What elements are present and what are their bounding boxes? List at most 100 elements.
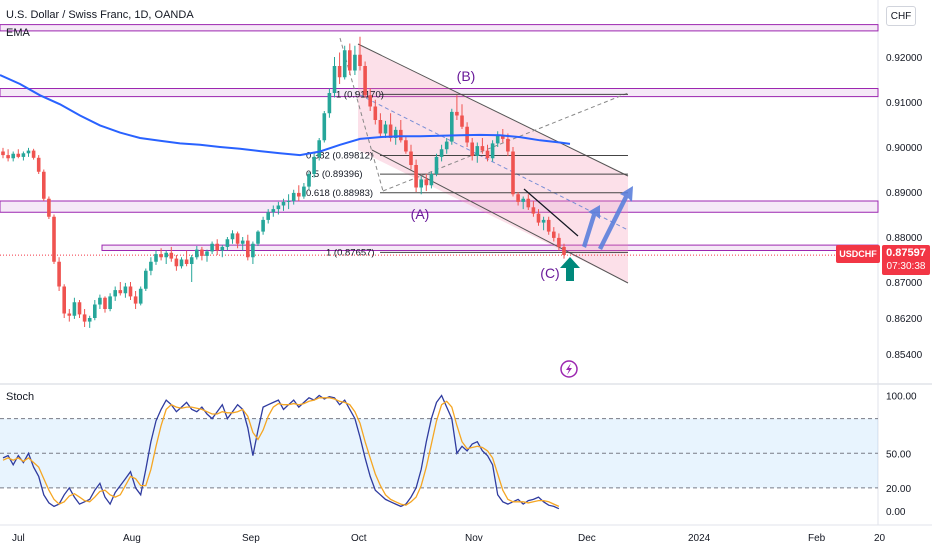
fib-level-label: 0.382 (0.89812) <box>306 150 373 161</box>
fib-level-label: 0.5 (0.89396) <box>306 169 363 180</box>
currency-unit-tag[interactable]: CHF <box>886 6 916 26</box>
candle-body <box>353 54 357 71</box>
candle-body <box>240 240 245 244</box>
price-axis-tick: 0.91000 <box>886 98 923 109</box>
candle-body <box>189 257 194 264</box>
candle-body <box>450 111 454 142</box>
time-axis-tick: Dec <box>578 533 596 544</box>
candle-body <box>16 153 21 157</box>
candle-body <box>495 135 500 144</box>
channel-upper-line <box>357 43 629 177</box>
candle-body <box>225 239 230 247</box>
candle-body <box>103 297 107 309</box>
candle-body <box>414 165 418 188</box>
candle-body <box>521 198 525 202</box>
candle-body <box>72 302 77 316</box>
candle-body <box>77 302 82 315</box>
stoch-axis-tick: 50.00 <box>886 449 911 460</box>
support-resistance-zone <box>0 200 879 213</box>
projection-arrow-icon <box>582 205 600 248</box>
candle-body <box>261 219 265 232</box>
candle-body <box>1 151 5 156</box>
candle-body <box>52 216 56 262</box>
candle-body <box>342 50 347 78</box>
candle-body <box>230 233 235 240</box>
stoch-axis-tick: 0.00 <box>886 507 906 518</box>
wave-c-trendline <box>523 188 579 237</box>
candle-body <box>128 286 133 297</box>
candle-body <box>480 146 485 151</box>
candle-body <box>475 146 480 156</box>
wave-label-c: (C) <box>540 265 559 281</box>
time-axis-tick: Oct <box>351 533 367 544</box>
candle-body <box>383 124 388 134</box>
candle-body <box>179 259 184 267</box>
candle-body <box>138 288 143 304</box>
candle-body <box>317 140 321 157</box>
candle-body <box>82 314 87 322</box>
fib-level-label: 1 (0.91170) <box>336 89 384 100</box>
candle-body <box>271 209 276 213</box>
projection-arrow-icon <box>598 186 633 250</box>
candle-body <box>133 296 138 304</box>
candle-body <box>62 286 66 314</box>
candle-body <box>47 198 51 217</box>
candle-body <box>557 237 561 247</box>
stoch-d-line <box>2 397 560 507</box>
candle-body <box>149 261 153 271</box>
candle-body <box>235 233 240 244</box>
candle-body <box>511 151 515 195</box>
candle-body <box>358 54 362 66</box>
candle-body <box>31 150 36 158</box>
candle-body <box>485 150 490 159</box>
candle-body <box>93 304 97 318</box>
ema-indicator-label[interactable]: EMA <box>6 27 30 39</box>
candle-body <box>337 66 342 78</box>
chart-title: U.S. Dollar / Swiss Franc, 1D, OANDA <box>6 9 194 21</box>
candle-body <box>123 286 128 294</box>
candle-body <box>113 290 117 297</box>
stoch-axis-tick: 100.00 <box>886 392 917 403</box>
candle-body <box>404 140 408 152</box>
channel-fill <box>358 44 628 283</box>
candle-body <box>57 261 61 287</box>
candle-body <box>266 212 270 220</box>
candle-body <box>302 186 306 197</box>
candle-body <box>256 231 260 244</box>
lightning-icon <box>566 363 572 375</box>
candle-body <box>541 219 546 223</box>
candle-body <box>460 115 464 127</box>
price-axis-tick: 0.89000 <box>886 188 923 199</box>
support-resistance-zone <box>0 24 879 32</box>
candle-body <box>312 156 316 174</box>
candle-body <box>246 240 250 258</box>
candle-body <box>439 149 444 157</box>
candle-body <box>11 153 15 159</box>
candle-body <box>307 174 311 187</box>
time-axis-tick: Aug <box>123 533 141 544</box>
wave-label-a: (A) <box>411 206 430 222</box>
candle-body <box>36 157 41 172</box>
price-axis-tick: 0.85400 <box>886 350 923 361</box>
countdown-timer: 07:30:38 <box>886 261 926 272</box>
candle-body <box>424 179 429 186</box>
time-axis-tick: 20 <box>874 533 886 544</box>
last-price-badge: 0.87597 07:30:38 <box>882 245 930 275</box>
stoch-indicator-label[interactable]: Stoch <box>6 391 35 403</box>
last-price-value: 0.87597 <box>886 247 926 259</box>
candle-body <box>399 129 403 141</box>
candle-body <box>455 111 459 116</box>
symbol-badge: USDCHF <box>836 245 880 263</box>
candle-body <box>552 231 556 238</box>
candle-body <box>490 143 495 159</box>
candle-body <box>562 246 566 255</box>
candle-body <box>297 192 301 197</box>
candle-body <box>205 251 209 256</box>
support-resistance-zone <box>0 88 879 98</box>
candle-body <box>154 254 158 262</box>
candle-body <box>501 135 505 139</box>
time-axis-tick: 2024 <box>688 533 711 544</box>
wave-dash-line <box>339 37 384 192</box>
